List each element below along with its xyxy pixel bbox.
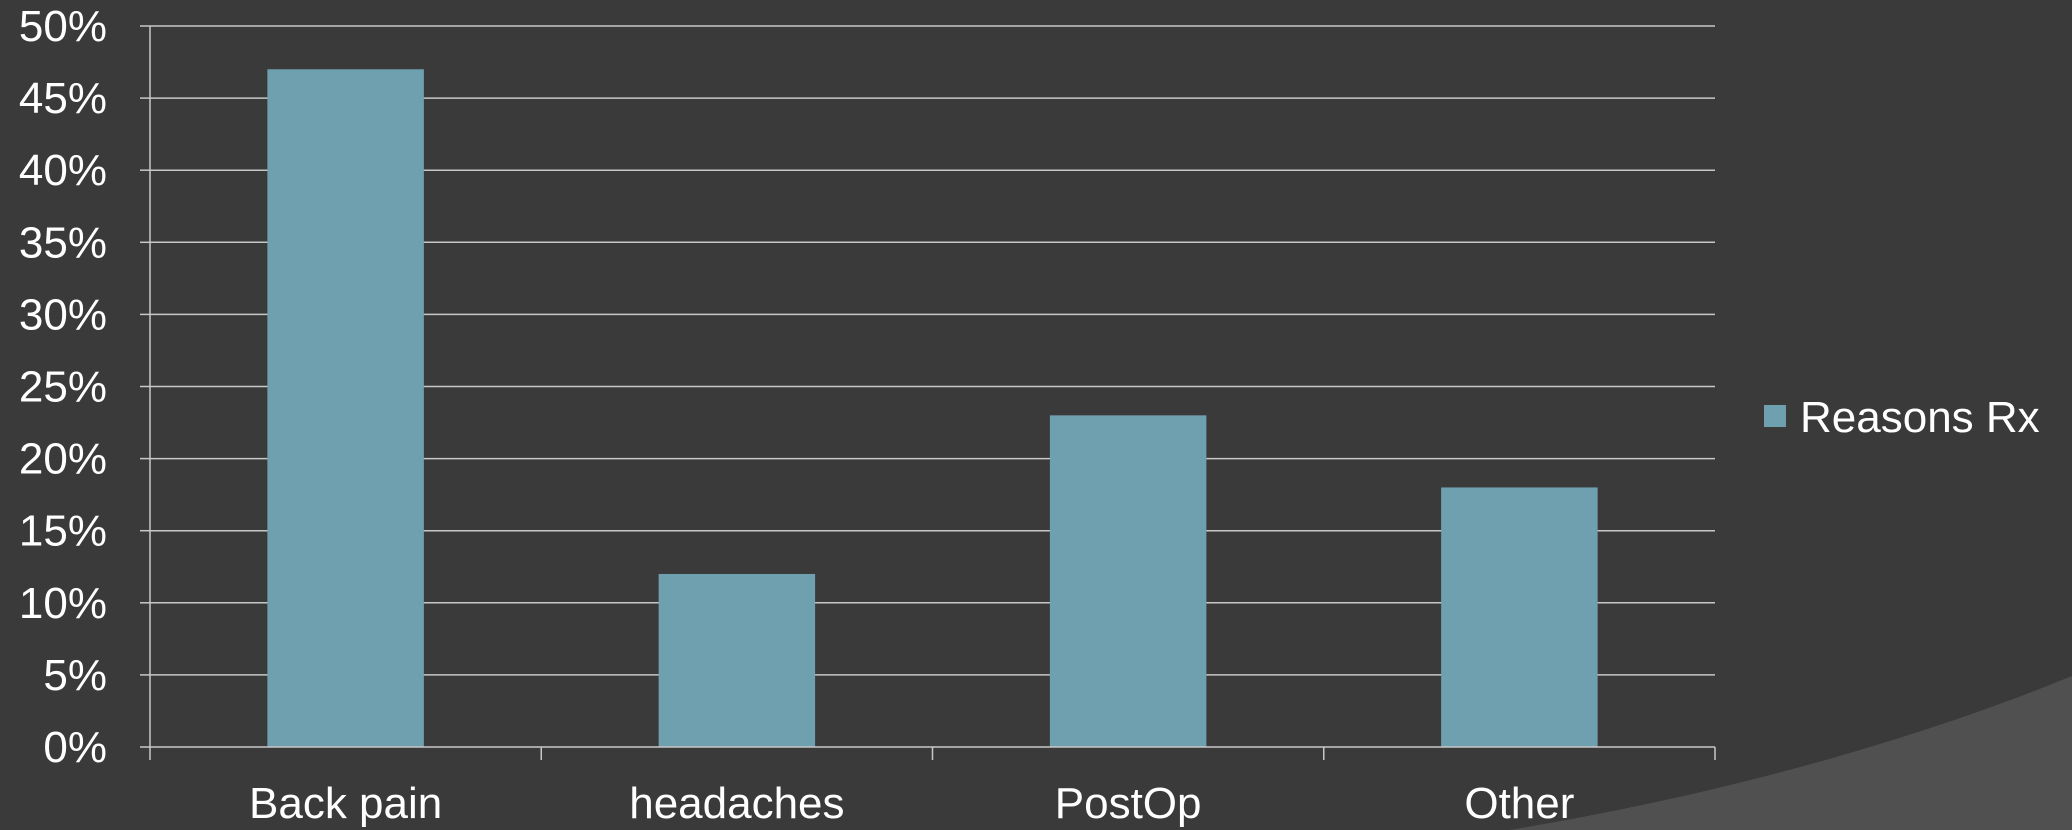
y-tick-label: 5%	[43, 651, 107, 700]
bar-postop	[1049, 415, 1207, 747]
y-tick-label: 10%	[19, 579, 107, 628]
legend-swatch	[1764, 405, 1786, 427]
x-axis-ticks: Back pain headaches PostOp Other	[249, 779, 1574, 828]
y-tick-label: 30%	[19, 290, 107, 339]
bar-headaches	[658, 573, 816, 747]
legend-label-reasons-rx: Reasons Rx	[1800, 393, 2040, 442]
corner-decoration	[1510, 676, 2072, 830]
y-tick-label: 15%	[19, 507, 107, 556]
y-tick-label: 0%	[43, 723, 107, 772]
bars	[267, 69, 1598, 747]
y-tick-label: 50%	[19, 2, 107, 51]
y-tick-label: 45%	[19, 74, 107, 123]
y-tick-label: 35%	[19, 218, 107, 267]
x-tick-label-other: Other	[1464, 779, 1574, 828]
x-tick-label-postop: PostOp	[1055, 779, 1202, 828]
x-tick-label-back-pain: Back pain	[249, 779, 442, 828]
legend: Reasons Rx	[1764, 393, 2040, 442]
y-tick-label: 40%	[19, 146, 107, 195]
x-tick-label-headaches: headaches	[629, 779, 844, 828]
bar-other	[1441, 487, 1598, 747]
y-axis-ticks: 0% 5% 10% 15% 20% 25% 30% 35% 40% 45% 50%	[19, 2, 107, 772]
y-tick-label: 25%	[19, 363, 107, 412]
y-tick-label: 20%	[19, 435, 107, 484]
bar-back-pain	[267, 69, 424, 747]
axes	[140, 25, 1716, 760]
